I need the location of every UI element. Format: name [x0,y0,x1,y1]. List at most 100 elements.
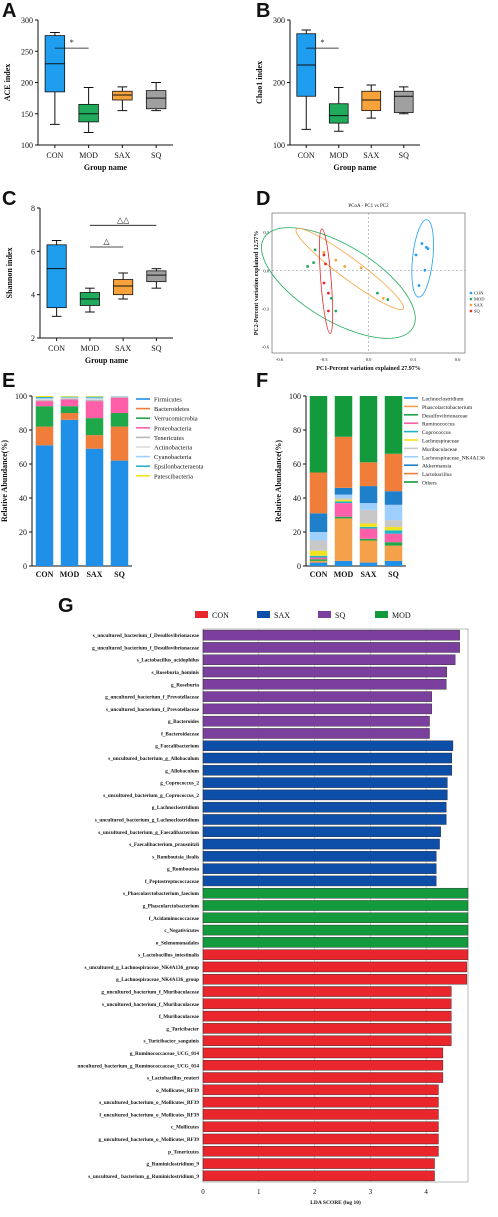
lda-bar-label: s_uncultured_bacterium_o_Mollicutes_RF39 [99,1100,199,1106]
legend-swatch-mod [375,611,388,618]
segment-mod [60,397,79,398]
box-sq [145,90,167,110]
box-sax [361,90,382,112]
x-tick-label: SAX [114,151,130,160]
segment-sax [359,486,378,504]
lda-bar-label: s_Turicibacter_sanguinis [144,1039,199,1045]
lda-bar-label: g_Roseburia [171,682,199,688]
y-axis-title: Chao1 index [255,61,264,104]
lda-bar-label: o_Mollicutes_RF39 [156,1088,199,1094]
segment-mod [334,498,353,500]
segment-con [35,401,54,407]
lda-bar-label: g_Lachnospiraceae_NK4A136_group [116,977,199,983]
y-tick-label: 0.0 [263,268,269,273]
lda-bar-mod [202,887,469,899]
point-mod [306,265,310,268]
segment-sq [110,396,129,398]
lda-bar-con [202,1084,439,1096]
segment-sq [110,413,129,427]
significance-mark: * [70,38,74,47]
lda-bar-con [202,1023,452,1034]
x-tick-label: SAX [86,570,102,579]
legend-label: Proteobacteria [154,425,192,432]
legend-label: Bacteroidetes [154,406,190,413]
legend-label: Firmicutes [154,397,182,404]
segment-mod [60,396,79,397]
x-tick-label: MOD [329,151,348,160]
y-tick-label: 60 [19,460,27,469]
point-con [417,284,421,287]
y-tick-label: 300 [273,16,285,25]
segment-sq [384,504,403,521]
panel-label-f: F [256,370,269,392]
point-con [423,268,427,272]
lda-bar-con [202,1133,439,1145]
point-mod [329,296,333,300]
x-tick-label: 0.6 [455,357,461,362]
lda-bar-con [202,1060,444,1071]
segment-sax [85,448,104,566]
y-tick-label: -0.3 [262,306,270,311]
legend-label: Desulfovibrionaceae [422,412,468,419]
lda-bar-mod [202,937,469,948]
legend-label: Verrucomicrobia [154,416,198,423]
lda-bar-con [202,1010,452,1022]
plot-title: PCoA - PC1 vs PC2 [348,204,389,209]
y-tick-label: 4 [31,291,35,300]
legend-label-con: CON [212,611,229,620]
lda-bar-sq [202,666,448,678]
lda-bar-label: f_uncultured_bacterium_o_Mollicutes_RF39 [99,1112,199,1118]
segment-con [35,397,54,399]
lda-bar-label: s_Roseburia_hominis [151,670,199,676]
segment-mod [334,487,353,495]
segment-mod [334,499,353,502]
lda-bar-sax [202,875,437,887]
lda-bar-con [202,973,468,985]
segment-sax [359,538,378,541]
segment-con [35,426,54,446]
lda-bar-label: s_Lactobacillus_acidophilus [137,658,199,664]
box-sax [112,90,133,101]
segment-mod [334,436,353,488]
significance-mark: △ [103,237,110,246]
segment-con [35,398,54,400]
legend-label-con: CON [474,291,484,296]
panel-label-c: C [2,188,17,210]
point-con [426,247,430,251]
y-tick-label: 8 [31,204,35,213]
legend-label-sax: SAX [474,303,484,308]
lda-bar-sax [202,789,448,801]
legend-swatch-sax [257,611,270,618]
lda-bar-label: g_Phascolarctobacterium [143,904,200,910]
segment-sq [384,491,403,505]
y-tick-label: 2 [31,334,35,343]
legend-label-sq: SQ [474,309,481,314]
segment-mod [60,413,79,420]
segment-con [35,445,54,566]
point-con [420,242,424,245]
segment-sax [359,462,378,487]
segment-mod [334,494,353,498]
lda-bar-label: s_Romboutsia_ilealis [152,854,199,860]
legend-label: Epsilonbacteraeota [154,464,204,471]
point-sq [322,281,326,285]
y-tick-label: 40 [293,494,301,503]
lda-bar-label: f_Muribaculaceae [159,1014,200,1020]
y-tick-label: 250 [21,47,33,56]
box-sq [146,270,167,283]
x-tick-label: -0.6 [276,357,284,362]
box-sax [113,279,134,296]
lda-bar-sq [202,654,456,665]
lda-bar-label: f_Peptostreptococcaceae [145,879,200,885]
x-tick-label: 2 [313,1188,317,1196]
y-tick-label: 300 [21,16,33,25]
segment-con [35,396,54,398]
legend-label: Ruminococcus [422,422,455,428]
x-tick-label: SAX [363,151,379,160]
legend-label-mod: MOD [392,611,411,620]
segment-sax [359,526,378,529]
ellipse-con [411,219,434,298]
point-sq [327,291,330,295]
legend-label: Actinobacteria [154,445,192,452]
